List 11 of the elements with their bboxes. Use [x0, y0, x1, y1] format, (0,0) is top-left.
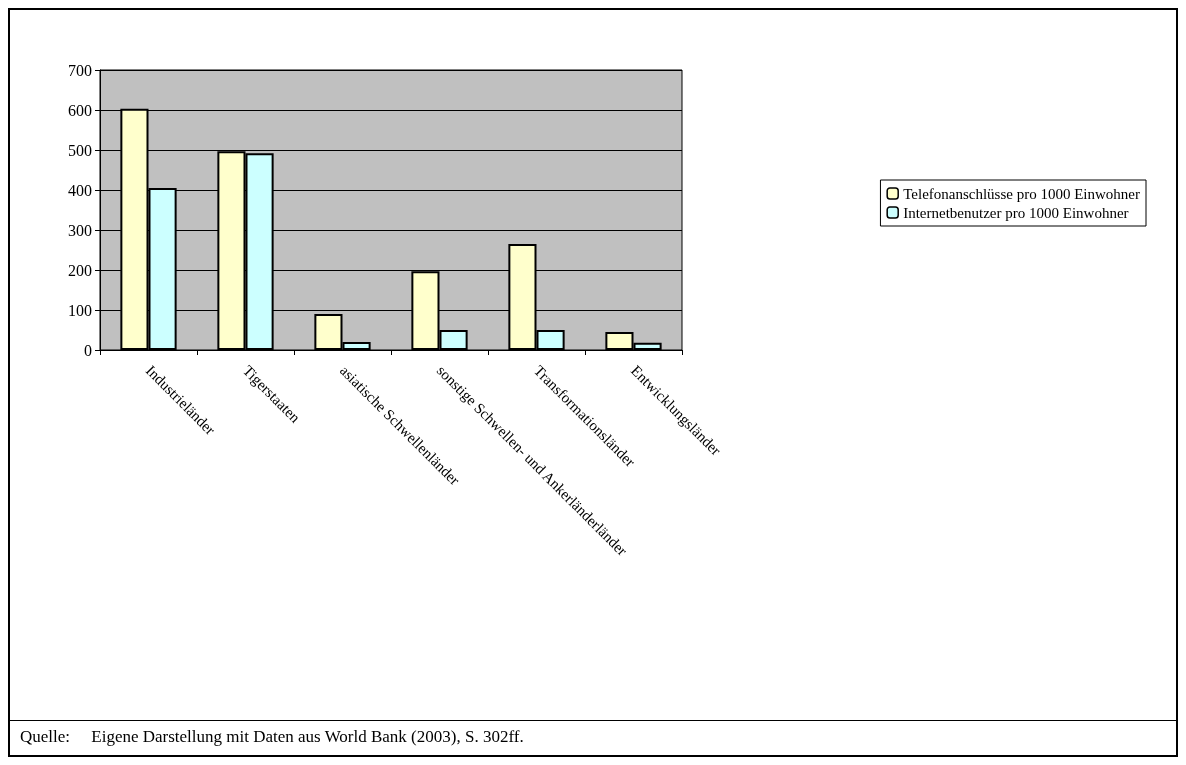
legend-label: Telefonanschlüsse pro 1000 Einwohner — [903, 185, 1141, 202]
y-tick-label: 200 — [68, 261, 92, 279]
y-tick-label: 0 — [84, 341, 92, 359]
y-tick-label: 500 — [68, 141, 92, 159]
source-note: Quelle: Eigene Darstellung mit Daten aus World Bank (2003), S. 302ff. — [20, 727, 524, 746]
legend-label: Internetbenutzer pro 1000 Einwohner — [903, 204, 1129, 221]
y-tick-label: 100 — [68, 301, 92, 319]
y-tick-label: 700 — [68, 61, 92, 79]
y-tick-label: 600 — [68, 101, 92, 119]
y-tick-label: 300 — [68, 221, 92, 239]
y-tick-label: 400 — [68, 181, 92, 199]
